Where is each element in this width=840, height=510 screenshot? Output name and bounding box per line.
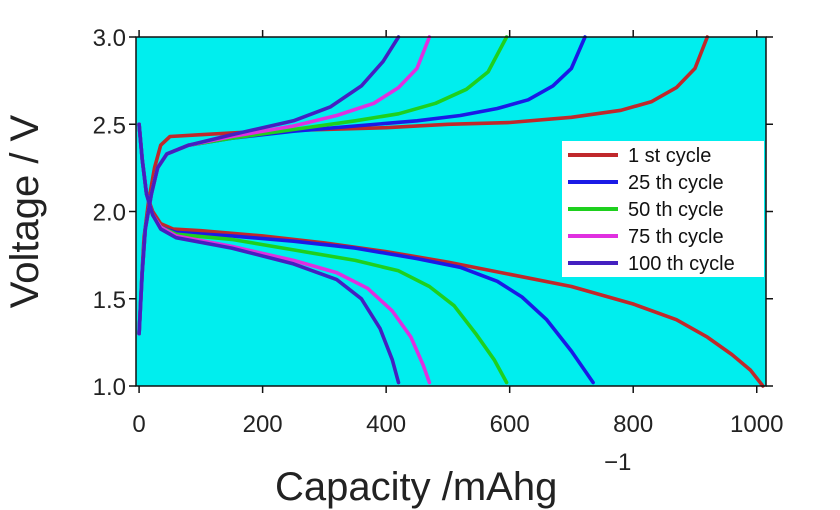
x-tick-label: 0 — [132, 411, 145, 438]
y-tick-label: 3.0 — [93, 25, 126, 52]
tick-labels-layer: 0 200 400 600 800 1000 1.0 1.5 2.0 2.5 3.0 — [93, 25, 784, 438]
x-tick-label: 1000 — [730, 411, 783, 438]
axes-layer — [129, 30, 773, 393]
x-tick-label: 600 — [490, 411, 530, 438]
curves-layer — [137, 35, 765, 388]
series-5-charge-curve — [137, 35, 401, 336]
y-axis-title: Voltage / V — [3, 114, 47, 308]
y-tick-label: 2.5 — [93, 112, 126, 139]
legend-label: 100 th cycle — [628, 253, 735, 275]
legend: 1 st cycle 25 th cycle 50 th cycle 75 th cy… — [562, 141, 764, 277]
x-tick-label: 800 — [613, 411, 653, 438]
legend-label: 50 th cycle — [628, 199, 724, 221]
x-axis-title-superscript: −1 — [604, 449, 631, 476]
y-tick-label: 1.0 — [93, 374, 126, 401]
x-tick-label: 200 — [243, 411, 283, 438]
x-axis-title: Capacity /mAhg — [275, 465, 557, 509]
y-tick-label: 1.5 — [93, 287, 126, 314]
legend-label: 25 th cycle — [628, 172, 724, 194]
x-tick-label: 400 — [366, 411, 406, 438]
series-5-discharge-curve — [137, 122, 401, 385]
legend-label: 75 th cycle — [628, 226, 724, 248]
y-tick-label: 2.0 — [93, 200, 126, 227]
legend-label: 1 st cycle — [628, 145, 711, 167]
